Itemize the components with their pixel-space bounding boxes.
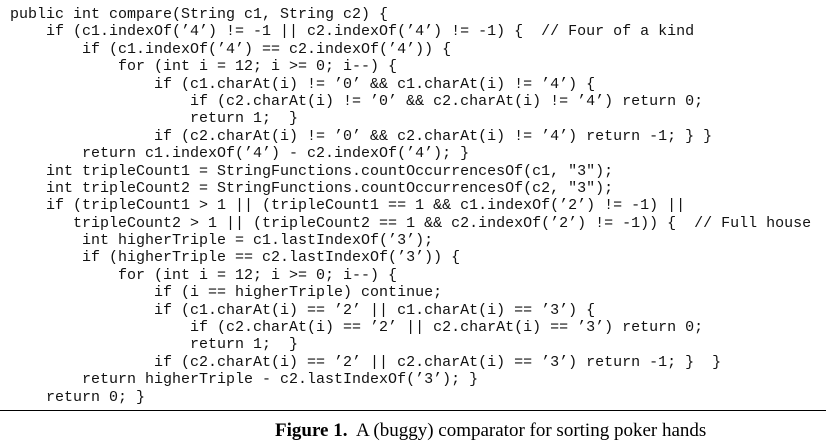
code-line: if (c2.charAt(i) != ’0’ && c2.charAt(i) … (10, 127, 713, 145)
code-line: int tripleCount2 = StringFunctions.count… (10, 179, 614, 197)
code-line: for (int i = 12; i >= 0; i--) { (10, 266, 398, 284)
code-line: if (i == higherTriple) continue; (10, 284, 443, 302)
caption-text: A (buggy) comparator for sorting poker h… (355, 420, 707, 441)
code-line: int higherTriple = c1.lastIndexOf(’3’); (10, 232, 434, 250)
caption: Figure 1. A (buggy) comparator for sorti… (275, 420, 706, 442)
code-line: if (c2.charAt(i) == ’2’ || c2.charAt(i) … (10, 353, 722, 371)
code-line: return 1; } (10, 336, 299, 354)
code-line: if (c2.charAt(i) == ’2’ || c2.charAt(i) … (10, 319, 704, 337)
code-line: int tripleCount1 = StringFunctions.count… (10, 162, 614, 180)
code-line: for (int i = 12; i >= 0; i--) { (10, 58, 398, 76)
code-line: if (c2.charAt(i) != ’0’ && c2.charAt(i) … (10, 92, 704, 110)
code-line: return c1.indexOf(’4’) - c2.indexOf(’4’)… (10, 145, 470, 163)
caption-label: Figure 1. (275, 420, 348, 441)
code-line: if (c1.charAt(i) != ’0’ && c1.charAt(i) … (10, 75, 596, 93)
code-line: return 0; } (10, 388, 146, 406)
code-line: return 1; } (10, 110, 299, 128)
code-line: tripleCount2 > 1 || (tripleCount2 == 1 &… (10, 214, 812, 232)
rule (0, 410, 826, 411)
code-line: if (c1.indexOf(’4’) == c2.indexOf(’4’)) … (10, 40, 452, 58)
code-line: public int compare(String c1, String c2)… (10, 6, 389, 23)
code-line: if (c1.indexOf(’4’) != -1 || c2.indexOf(… (10, 23, 695, 41)
code-listing: public int compare(String c1, String c2)… (10, 6, 811, 406)
code-line: return higherTriple - c2.lastIndexOf(’3’… (10, 371, 479, 389)
code-line: if (higherTriple == c2.lastIndexOf(’3’))… (10, 249, 461, 267)
code-line: if (c1.charAt(i) == ’2’ || c1.charAt(i) … (10, 301, 596, 319)
code-line: if (tripleCount1 > 1 || (tripleCount1 ==… (10, 197, 686, 215)
